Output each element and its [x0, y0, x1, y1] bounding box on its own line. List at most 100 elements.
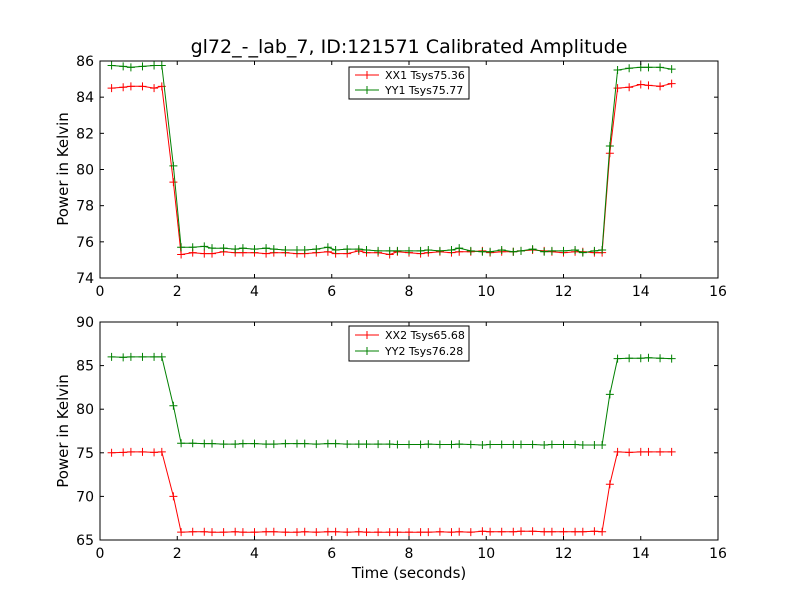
- top-x-tick-label: 8: [405, 284, 414, 300]
- bottom-series-1-point: [150, 448, 159, 457]
- top-y-tick-label: 86: [76, 54, 94, 70]
- bottom-y-tick-label: 65: [76, 533, 94, 549]
- bottom-series-1-point: [455, 527, 464, 536]
- bottom-series-2-point: [150, 352, 159, 361]
- top-series-1-point: [667, 79, 676, 88]
- bottom-series-2-point: [447, 440, 456, 449]
- bottom-series-1-point: [107, 448, 116, 457]
- top-series-2-point: [323, 243, 332, 252]
- top-plot-frame: [99, 60, 719, 279]
- top-series-2-point: [362, 245, 371, 254]
- bottom-series-1-point: [605, 480, 614, 489]
- bottom-series-1-point: [393, 528, 402, 537]
- bottom-legend: XX2 Tsys65.68 YY2 Tsys76.28: [348, 325, 470, 362]
- bottom-y-tick-label: 70: [76, 489, 94, 505]
- bottom-series-2-point: [625, 354, 634, 363]
- x-axis-label: Time (seconds): [351, 564, 467, 582]
- bottom-x-tick-label: 16: [709, 546, 727, 562]
- bottom-series-1-point: [231, 527, 240, 536]
- top-y-axis-label: Power in Kelvin: [54, 112, 72, 226]
- top-x-tick-label: 12: [555, 284, 573, 300]
- top-series-2-point: [405, 246, 413, 255]
- top-legend-entry-2: YY1 Tsys75.77: [355, 84, 463, 97]
- top-x-tick-label: 0: [96, 284, 105, 300]
- top-series-2-point: [343, 245, 352, 254]
- bottom-series-1-point: [169, 492, 178, 501]
- bottom-series-2-point: [331, 439, 340, 448]
- bottom-series-2-point: [292, 439, 301, 448]
- top-series-2-point: [559, 246, 568, 255]
- bottom-y-axis-label: Power in Kelvin: [54, 374, 72, 488]
- bottom-amplitude-panel: 0 2 4 6 8 10 12 14 16 65 70 75 80 85 90 Power in Kelvi…: [54, 315, 727, 582]
- bottom-series-1-point: [478, 527, 487, 536]
- top-series-2-point: [656, 63, 665, 72]
- bottom-series-2-point: [416, 440, 425, 449]
- bottom-series-2-point: [656, 354, 665, 363]
- bottom-series-2-point: [354, 440, 363, 449]
- bottom-series-1-point: [559, 527, 568, 536]
- top-series-1-point: [119, 83, 128, 92]
- top-series-2-point: [292, 245, 301, 254]
- bottom-series-2-point: [119, 353, 128, 362]
- bottom-series-1-point: [200, 527, 209, 536]
- top-legend: XX1 Tsys75.36 YY1 Tsys75.77: [348, 66, 470, 100]
- top-series-2-point: [605, 141, 614, 150]
- top-legend-label-1: XX1 Tsys75.36: [385, 69, 465, 82]
- bottom-series-1-point: [323, 527, 332, 536]
- bottom-series-1-point: [517, 527, 526, 536]
- top-series-2-point: [119, 62, 128, 71]
- top-series-1-point: [200, 249, 209, 258]
- top-series-2-point: [447, 245, 456, 254]
- bottom-series-1-point: [374, 528, 383, 537]
- bottom-series-2-point: [107, 352, 116, 361]
- top-series-1-point: [138, 82, 147, 91]
- top-series-2-point: [393, 246, 402, 255]
- bottom-series-1-point: [343, 528, 352, 537]
- top-legend-entry-1: XX1 Tsys75.36: [355, 69, 465, 82]
- bottom-series-1-point: [486, 527, 495, 536]
- top-series-2-point: [107, 61, 116, 70]
- top-legend-marker-1: [363, 71, 371, 79]
- bottom-series-2-point: [478, 440, 487, 449]
- top-series-2-point: [331, 245, 340, 254]
- top-y-tick-label: 80: [76, 163, 94, 179]
- bottom-series-2-point: [231, 440, 240, 449]
- top-series-1-point: [150, 84, 159, 93]
- bottom-series-1-point: [547, 527, 556, 536]
- top-series-2-point: [613, 66, 622, 75]
- bottom-series-1-point: [354, 527, 363, 536]
- bottom-series-2-point: [605, 390, 614, 399]
- top-x-tick-label: 16: [709, 284, 727, 300]
- bottom-x-tick-label: 0: [96, 546, 105, 562]
- top-series-2-point: [262, 244, 271, 253]
- bottom-series-2-point: [219, 440, 228, 449]
- bottom-x-tick-label: 12: [555, 546, 573, 562]
- top-series-2-point: [571, 245, 580, 254]
- top-x-tick-label: 10: [477, 284, 495, 300]
- bottom-y-tick-label: 75: [76, 446, 94, 462]
- bottom-series-2-point: [300, 439, 309, 448]
- top-series-2-point: [486, 247, 495, 256]
- bottom-series-1-point: [312, 528, 321, 537]
- top-series-2-point: [150, 61, 159, 70]
- top-series-2-point: [219, 244, 228, 253]
- top-series-2-point: [312, 245, 321, 254]
- top-series-2-point: [598, 245, 607, 254]
- bottom-series-1-point: [667, 447, 676, 456]
- top-x-tick-label: 4: [250, 284, 259, 300]
- top-series-2-point: [269, 245, 278, 254]
- bottom-series-2-point: [559, 440, 568, 449]
- bottom-series-1-point: [385, 528, 394, 537]
- bottom-legend-marker-1: [363, 331, 371, 339]
- bottom-series-2-point: [126, 352, 135, 361]
- bottom-x-tick-label: 4: [250, 546, 259, 562]
- bottom-series-2-point: [644, 353, 653, 362]
- bottom-series-2-point: [528, 440, 537, 449]
- bottom-y-tick-label: 80: [76, 402, 94, 418]
- bottom-series-1-point: [157, 447, 166, 456]
- top-y-tick-label: 74: [76, 271, 94, 287]
- bottom-series-2-point: [250, 439, 259, 448]
- bottom-series-2-point: [269, 440, 278, 449]
- bottom-series-2-point: [455, 440, 464, 449]
